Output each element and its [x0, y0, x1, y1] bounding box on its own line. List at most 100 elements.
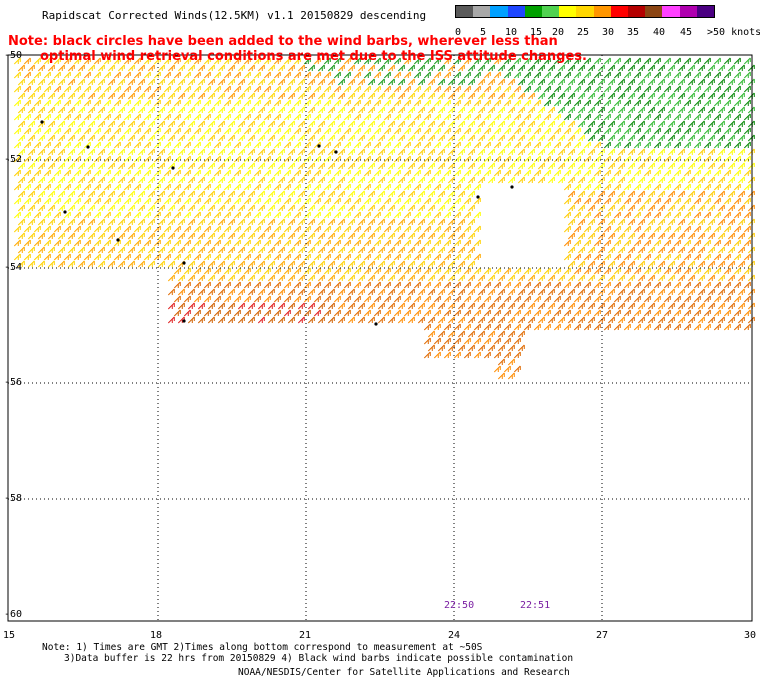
- wind-barb: [307, 78, 315, 86]
- wind-barb: [383, 99, 391, 107]
- wind-barb: [273, 239, 281, 247]
- wind-barb: [63, 225, 71, 233]
- wind-barb: [303, 295, 311, 303]
- wind-barb: [683, 155, 691, 163]
- wind-barb: [677, 288, 685, 296]
- wind-barb: [257, 260, 265, 268]
- wind-barb: [313, 57, 321, 65]
- wind-barb: [157, 78, 165, 86]
- wind-barb: [743, 127, 751, 135]
- wind-barb: [683, 211, 691, 219]
- wind-barb: [473, 267, 481, 275]
- wind-barb: [243, 85, 251, 93]
- wind-barb: [433, 113, 441, 121]
- wind-barb: [393, 295, 401, 303]
- wind-barb: [203, 211, 211, 219]
- wind-barb: [183, 113, 191, 121]
- wind-barb: [407, 134, 415, 142]
- wind-barb: [313, 267, 321, 275]
- wind-barb: [397, 190, 405, 198]
- wind-barb: [353, 183, 361, 191]
- wind-barb: [407, 148, 415, 156]
- wind-barb: [253, 113, 261, 121]
- wind-barb: [607, 288, 615, 296]
- wind-barb: [737, 288, 745, 296]
- wind-barb: [507, 64, 515, 72]
- wind-barb: [13, 113, 21, 121]
- wind-barb: [513, 281, 521, 289]
- wind-barb: [393, 197, 401, 205]
- wind-barb: [617, 190, 625, 198]
- wind-barb: [133, 225, 141, 233]
- wind-barb: [627, 204, 635, 212]
- wind-barb: [33, 71, 41, 79]
- wind-barb: [447, 162, 455, 170]
- lon-label: 18: [150, 630, 163, 641]
- wind-barb: [327, 190, 335, 198]
- wind-barb: [683, 225, 691, 233]
- wind-barb: [353, 239, 361, 247]
- wind-barb: [427, 288, 435, 296]
- wind-barb: [617, 92, 625, 100]
- wind-barb: [277, 302, 285, 310]
- wind-barb: [677, 92, 685, 100]
- wind-barb: [73, 141, 81, 149]
- wind-barb: [387, 120, 395, 128]
- wind-barb: [567, 106, 575, 114]
- wind-barb: [243, 155, 251, 163]
- wind-barb: [733, 127, 741, 135]
- wind-barb: [447, 344, 455, 352]
- wind-barb: [267, 274, 275, 282]
- wind-barb: [433, 337, 441, 345]
- wind-barb: [653, 309, 661, 317]
- wind-barb: [453, 225, 461, 233]
- wind-barb: [17, 134, 25, 142]
- wind-barb: [457, 344, 465, 352]
- wind-barb: [597, 302, 605, 310]
- wind-barb: [347, 218, 355, 226]
- wind-barb: [643, 309, 651, 317]
- wind-barb: [387, 162, 395, 170]
- wind-barb: [353, 141, 361, 149]
- wind-barb: [463, 85, 471, 93]
- wind-barb: [663, 309, 671, 317]
- wind-barb: [717, 148, 725, 156]
- wind-barb: [433, 99, 441, 107]
- wind-barb: [467, 78, 475, 86]
- wind-barb: [737, 246, 745, 254]
- wind-barb: [683, 267, 691, 275]
- wind-barb: [673, 113, 681, 121]
- wind-barb: [33, 141, 41, 149]
- wind-barb: [77, 260, 85, 268]
- wind-barb: [257, 64, 265, 72]
- lon-label: 30: [744, 630, 757, 641]
- wind-barb: [497, 274, 505, 282]
- wind-barb: [17, 218, 25, 226]
- wind-barb: [77, 190, 85, 198]
- wind-barb: [703, 57, 711, 65]
- wind-barb: [577, 274, 585, 282]
- wind-barb: [237, 64, 245, 72]
- wind-barb: [437, 162, 445, 170]
- wind-barb: [523, 309, 531, 317]
- wind-barb: [733, 113, 741, 121]
- wind-barb: [13, 99, 21, 107]
- wind-barb: [197, 64, 205, 72]
- wind-barb: [693, 211, 701, 219]
- wind-barb: [173, 71, 181, 79]
- wind-barb: [237, 274, 245, 282]
- wind-barb: [477, 78, 485, 86]
- wind-barb: [573, 197, 581, 205]
- wind-barb: [187, 92, 195, 100]
- wind-barb: [527, 64, 535, 72]
- wind-barb: [533, 127, 541, 135]
- wind-barb: [233, 309, 241, 317]
- wind-barb: [173, 225, 181, 233]
- wind-barb: [687, 106, 695, 114]
- wind-barb: [697, 162, 705, 170]
- wind-barb: [277, 134, 285, 142]
- wind-barb: [57, 246, 65, 254]
- wind-barb: [597, 204, 605, 212]
- wind-barb: [623, 197, 631, 205]
- wind-barb: [133, 127, 141, 135]
